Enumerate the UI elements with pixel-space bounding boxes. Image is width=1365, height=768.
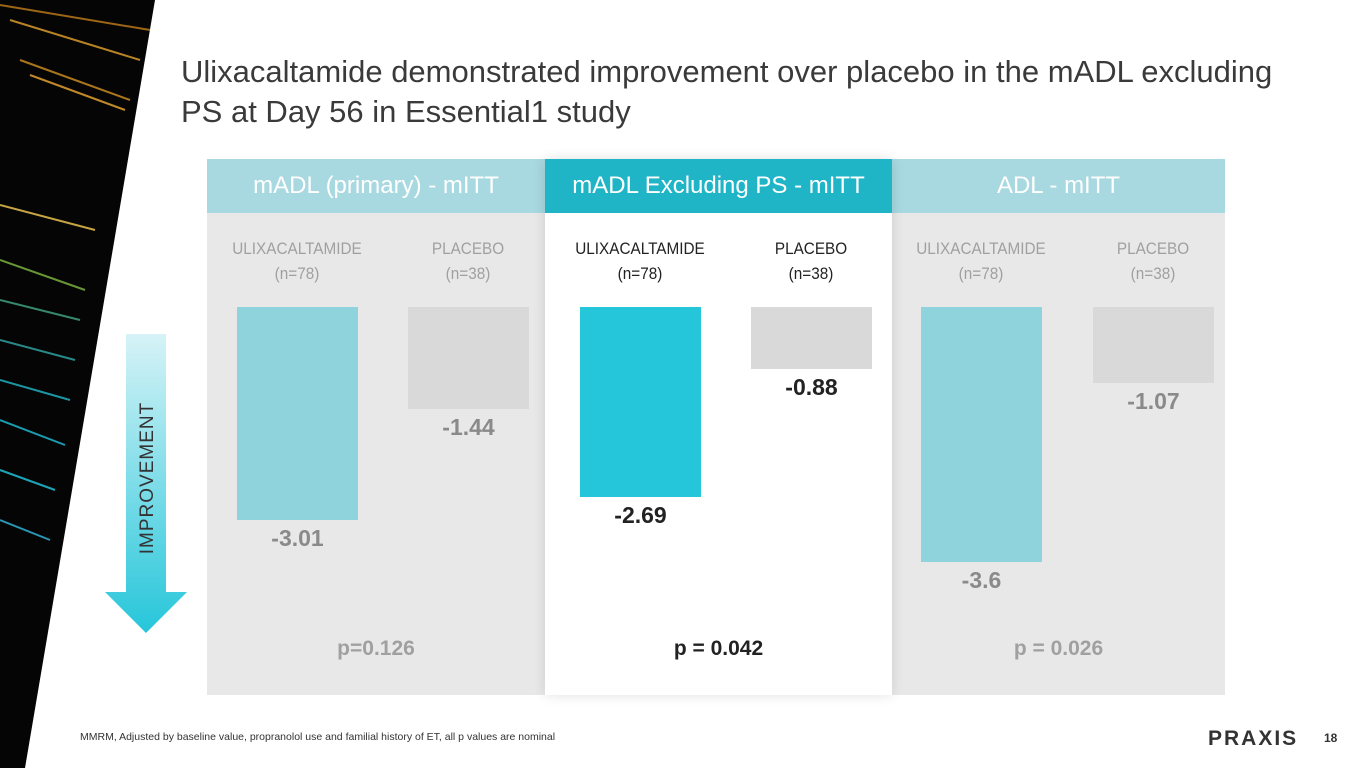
bar-ulixacaltamide (921, 307, 1042, 562)
page-number: 18 (1324, 731, 1338, 745)
bar-placebo (751, 307, 872, 370)
slide-title: Ulixacaltamide demonstrated improvement … (181, 54, 1273, 129)
footnote: MMRM, Adjusted by baseline value, propra… (80, 731, 556, 743)
panel-header: mADL Excluding PS - mITT (545, 159, 892, 213)
improvement-arrow-icon (105, 334, 187, 633)
data-label: -3.6 (961, 566, 1002, 593)
bar-placebo (1093, 307, 1214, 383)
panel-3: ADL - mITT ULIXACALTAMIDE (n=78) -3.6 PLACEB… (892, 159, 1225, 695)
praxis-logo: PRAXIS (1208, 727, 1299, 750)
bar-placebo (408, 307, 529, 409)
p-value: p = 0.026 (1013, 637, 1104, 660)
panel-1: mADL (primary) - mITT ULIXACALTAMIDE (n=78… (207, 159, 545, 695)
bar-ulixacaltamide (237, 307, 358, 520)
group-label: ULIXACALTAMIDE (n=78) (575, 239, 705, 283)
data-label: -3.01 (271, 524, 324, 551)
group-label: ULIXACALTAMIDE (n=78) (232, 239, 362, 283)
p-value: p=0.126 (337, 637, 415, 660)
bar-ulixacaltamide (580, 307, 701, 498)
group-label: PLACEBO (n=38) (1116, 239, 1190, 283)
group-label: PLACEBO (n=38) (774, 239, 848, 283)
group-label: ULIXACALTAMIDE (n=78) (916, 239, 1046, 283)
p-value: p = 0.042 (673, 637, 764, 660)
data-label: -1.44 (442, 413, 495, 440)
improvement-label: IMPROVEMENT (137, 401, 158, 555)
panel-header: mADL (primary) - mITT (207, 159, 545, 213)
panel-header: ADL - mITT (892, 159, 1225, 213)
data-label: -0.88 (785, 374, 838, 401)
data-label: -2.69 (614, 502, 667, 529)
group-label: PLACEBO (n=38) (431, 239, 505, 283)
data-label: -1.07 (1127, 387, 1180, 414)
panel-2: mADL Excluding PS - mITT ULIXACALTAMIDE (n… (545, 159, 892, 695)
